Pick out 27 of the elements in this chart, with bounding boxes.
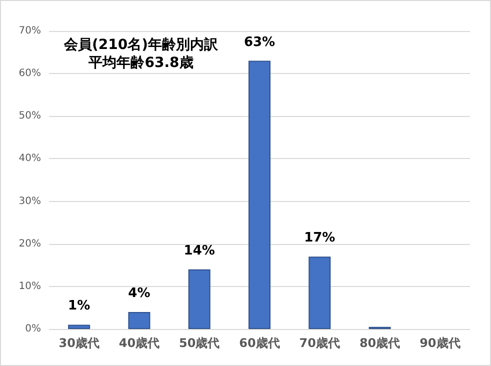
bar [308, 256, 331, 329]
data-label: 63% [244, 34, 276, 50]
bar [188, 269, 210, 329]
x-tick-label: 60歳代 [239, 336, 280, 350]
x-tick-label: 70歳代 [299, 336, 340, 350]
x-tick-label: 50歳代 [179, 336, 220, 350]
y-tick-label: 20% [18, 238, 41, 250]
data-label: 1% [68, 298, 90, 314]
bar [128, 312, 150, 329]
x-tick-label: 90歳代 [420, 336, 460, 350]
y-tick-label: 30% [18, 196, 41, 207]
bar [248, 60, 270, 329]
x-tick-label: 30歳代 [58, 336, 100, 350]
y-tick-label: 50% [18, 110, 41, 122]
x-tick-label: 40歳代 [118, 336, 160, 350]
data-label: 17% [304, 230, 336, 246]
y-tick-label: 10% [18, 280, 41, 292]
data-label: 4% [128, 286, 150, 301]
bar [68, 324, 90, 329]
x-tick-label: 80歳代 [359, 336, 400, 350]
chart-title: 会員(210名)年齢別内訳 [62, 37, 220, 53]
y-tick-label: 60% [18, 68, 41, 80]
y-tick-label: 40% [18, 153, 41, 164]
y-tick-label: 0% [25, 324, 41, 334]
data-label: 14% [184, 243, 215, 258]
text: 平均年齢63.8歳 [88, 55, 194, 71]
y-tick-label: 70% [18, 26, 41, 36]
